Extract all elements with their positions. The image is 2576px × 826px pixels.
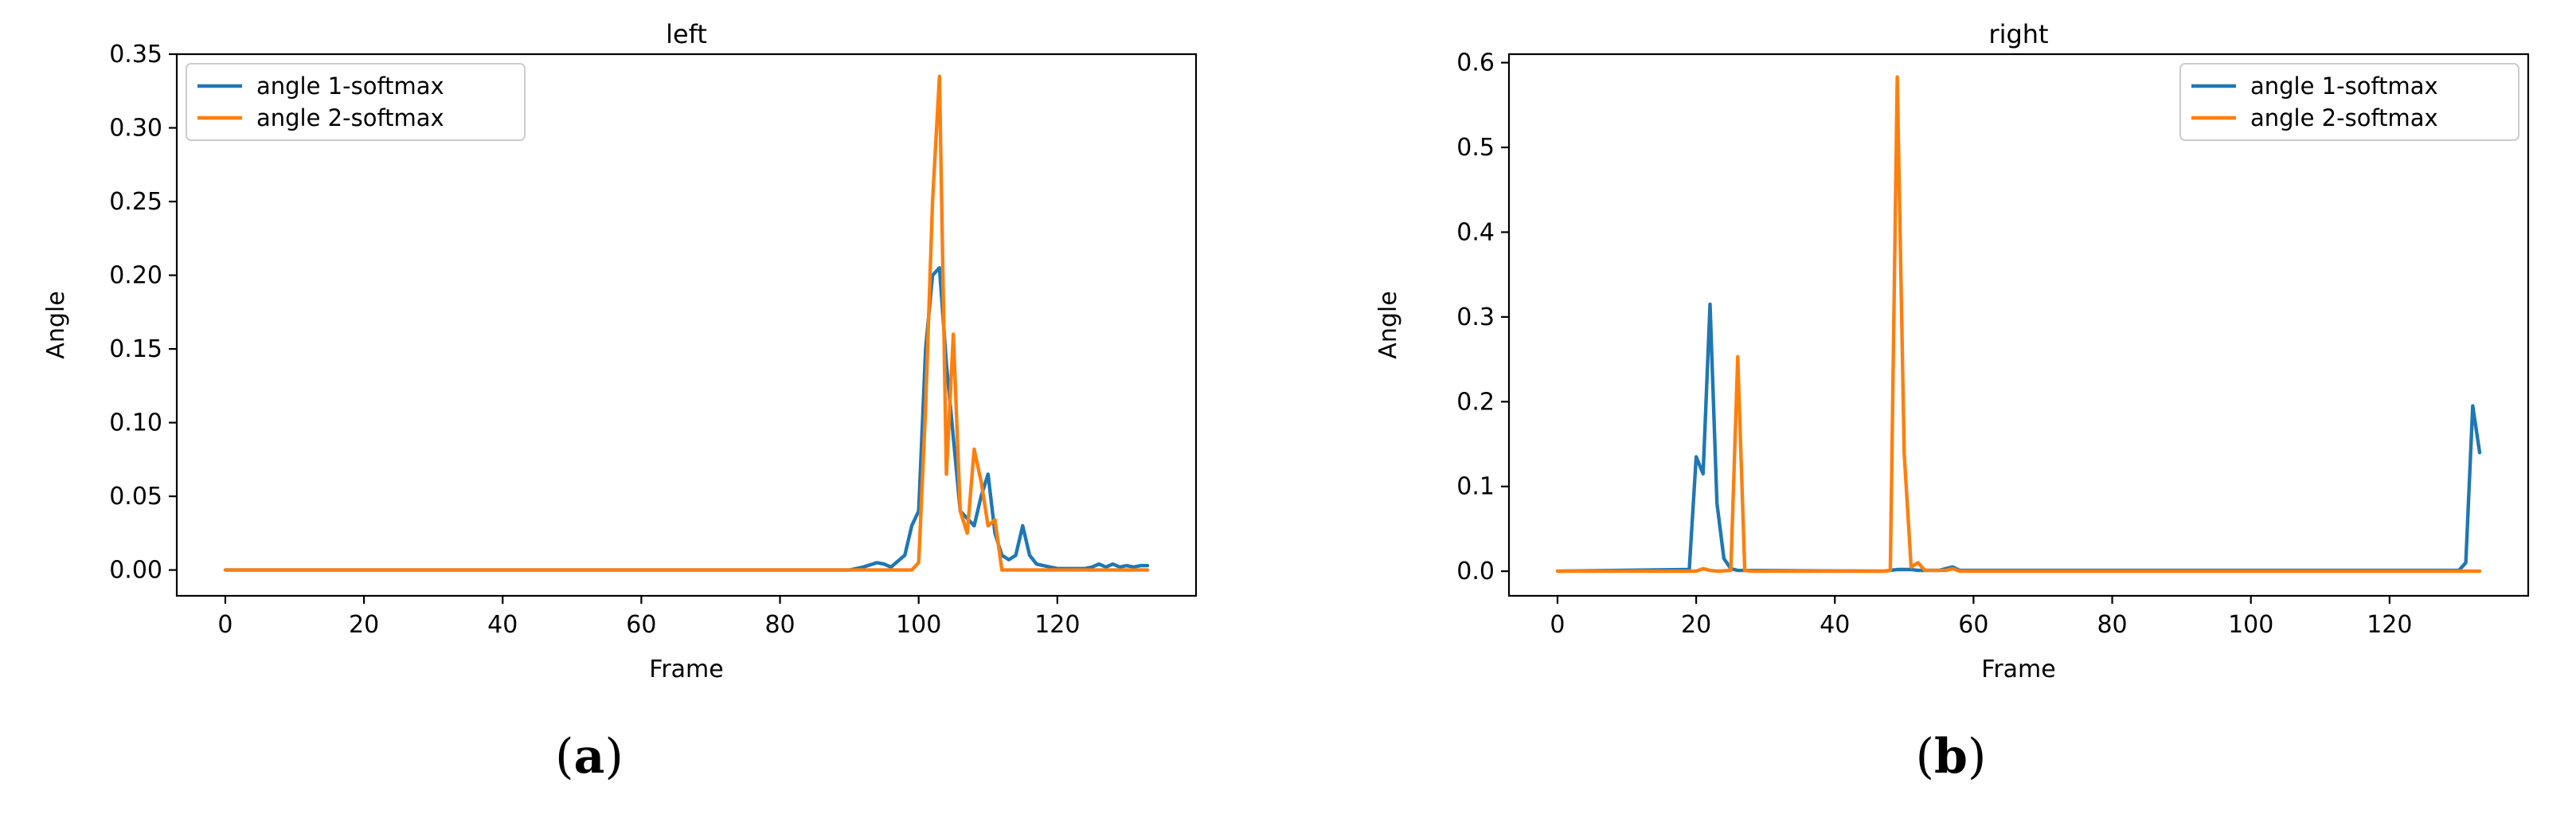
series-line-1: [223, 266, 1150, 572]
y-tick-label: 0.10: [109, 409, 162, 437]
y-axis-label: Angle: [42, 291, 70, 358]
y-tick-label: 0.20: [109, 262, 162, 290]
x-axis-label: Frame: [649, 656, 723, 683]
y-axis-label: Angle: [1374, 291, 1402, 358]
y-tick-label: 0.4: [1456, 218, 1495, 246]
y-tick-label: 0.5: [1456, 134, 1495, 162]
x-tick-label: 100: [896, 611, 941, 639]
x-tick-label: 60: [1958, 611, 1988, 639]
series-line-2: [223, 74, 1150, 572]
y-tick-label: 0.6: [1456, 49, 1495, 77]
y-tick-label: 0.00: [109, 557, 162, 585]
y-tick-label: 0.25: [109, 188, 162, 216]
y-tick-label: 0.0: [1456, 558, 1495, 585]
x-tick-label: 0: [1550, 611, 1565, 639]
legend-label: angle 2-softmax: [256, 104, 444, 131]
x-tick-label: 100: [2228, 611, 2273, 639]
x-tick-label: 40: [487, 611, 518, 639]
chart-title: right: [1988, 19, 2048, 49]
chart-right: 0 20 40 60 80 100 120 0.0 0.1 0.2 0.3 0.4 0.5 0.6 righ…: [1374, 19, 2530, 785]
x-tick-label: 60: [626, 611, 656, 639]
x-tick-label: 20: [1681, 611, 1711, 639]
legend-box: [186, 63, 526, 141]
x-tick-label: 80: [764, 611, 795, 639]
subfigure-caption: (b): [1916, 729, 1987, 785]
plot-frame: [175, 53, 1198, 597]
legend: angle 1-softmax angle 2-softmax: [2179, 63, 2519, 141]
x-axis-label: Frame: [1981, 656, 2055, 683]
subfigure-caption: (a): [555, 729, 623, 785]
legend: angle 1-softmax angle 2-softmax: [186, 63, 526, 141]
series-group: [1555, 75, 2482, 574]
x-tick-label: 0: [217, 611, 233, 639]
series-line-1: [1555, 302, 2482, 574]
legend-label: angle 1-softmax: [2250, 72, 2438, 100]
chart-title: left: [666, 19, 707, 49]
series-line-2: [1555, 75, 2482, 574]
legend-label: angle 2-softmax: [2250, 104, 2438, 131]
plot-frame: [1507, 53, 2530, 597]
y-tick-label: 0.2: [1456, 388, 1495, 416]
y-tick-label: 0.3: [1456, 303, 1495, 331]
x-tick-label: 120: [1034, 611, 1080, 639]
y-tick-label: 0.30: [109, 115, 162, 143]
y-tick-label: 0.35: [109, 41, 162, 69]
x-tick-label: 80: [2097, 611, 2127, 639]
x-tick-label: 120: [2367, 611, 2412, 639]
y-tick-label: 0.05: [109, 483, 162, 511]
legend-box: [2179, 63, 2519, 141]
caption-letter: a: [574, 729, 605, 785]
y-tick-label: 0.1: [1456, 473, 1495, 501]
chart-left: 0 20 40 60 80 100 120 0.00 0.05 0.10 0.15 0.20 0.25 0…: [42, 19, 1198, 785]
series-group: [223, 74, 1150, 572]
x-tick-label: 40: [1820, 611, 1850, 639]
y-tick-label: 0.15: [109, 335, 162, 363]
x-tick-label: 20: [349, 611, 379, 639]
legend-label: angle 1-softmax: [256, 72, 444, 100]
caption-letter: b: [1934, 729, 1968, 785]
